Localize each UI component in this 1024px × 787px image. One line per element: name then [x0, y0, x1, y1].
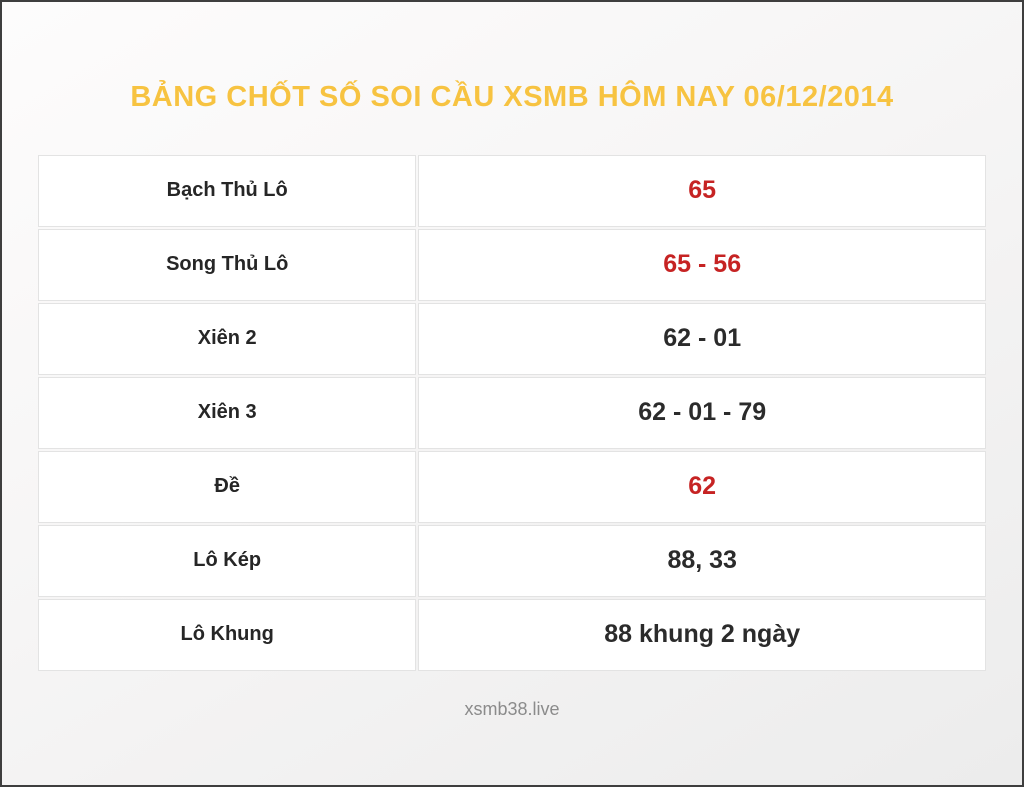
- row-value: 65: [418, 154, 986, 227]
- row-label: Bạch Thủ Lô: [38, 154, 417, 227]
- table-row: Xiên 3 62 - 01 - 79: [38, 376, 986, 449]
- row-label: Song Thủ Lô: [38, 228, 417, 301]
- page-title: BẢNG CHỐT SỐ SOI CẦU XSMB HÔM NAY 06/12/…: [130, 81, 894, 113]
- row-label: Xiên 2: [38, 302, 417, 375]
- table-row: Xiên 2 62 - 01: [38, 302, 986, 375]
- row-value: 62: [418, 450, 986, 523]
- table-row: Lô Kép 88, 33: [38, 524, 986, 597]
- row-value: 65 - 56: [418, 228, 986, 301]
- site-domain: xsmb38.live: [464, 698, 560, 719]
- row-value: 62 - 01 - 79: [418, 376, 986, 449]
- prediction-table: Bạch Thủ Lô 65 Song Thủ Lô 65 - 56 Xiên …: [38, 154, 986, 671]
- table-row: Đề 62: [38, 450, 986, 523]
- row-value: 62 - 01: [418, 302, 986, 375]
- table-row: Bạch Thủ Lô 65: [38, 154, 986, 227]
- row-label: Xiên 3: [38, 376, 417, 449]
- table-row: Lô Khung 88 khung 2 ngày: [38, 598, 986, 671]
- row-value: 88, 33: [418, 524, 986, 597]
- row-label: Lô Kép: [38, 524, 417, 597]
- row-label: Lô Khung: [38, 598, 417, 671]
- row-value: 88 khung 2 ngày: [418, 598, 986, 671]
- row-label: Đề: [38, 450, 417, 523]
- table-row: Song Thủ Lô 65 - 56: [38, 228, 986, 301]
